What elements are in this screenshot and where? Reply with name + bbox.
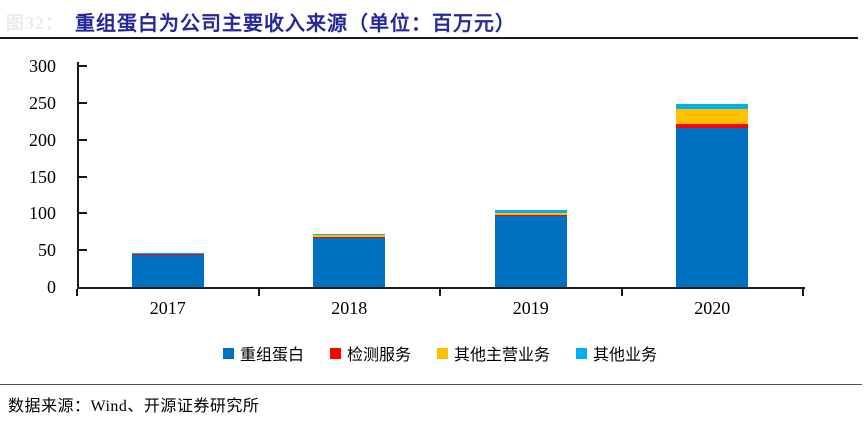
bar-segment [676,124,749,128]
bar-segment [676,127,749,287]
y-tick-mark [79,249,87,252]
y-tick-label: 100 [29,203,56,224]
title-divider [0,37,858,39]
y-tick-mark [79,65,87,67]
legend-swatch-icon [329,347,341,359]
legend-swatch-icon [437,347,448,359]
bar-segment [494,210,567,213]
legend-swatch-icon [576,347,588,359]
legend-item: 其他业务 [576,341,657,365]
x-category-label: 2020 [694,298,731,318]
legend-label: 重组蛋白 [239,347,304,364]
y-tick-label: 250 [29,92,56,113]
bar-segment [494,214,567,217]
x-category-label: 2017 [149,298,186,318]
y-tick-label: 300 [29,56,56,76]
y-tick-mark [79,138,87,141]
legend-item: 重组蛋白 [222,341,304,365]
x-axis-line [77,287,805,289]
bar-segment [313,233,386,236]
legend-label: 其他主营业务 [454,347,551,364]
chart-title: 重组蛋白为公司主要收入来源（单位：百万元） [75,13,516,35]
chart-legend: 重组蛋白 检测服务 其他主营业务 其他业务 [77,341,803,365]
legend-item: 检测服务 [329,341,411,365]
bar-segment [131,253,204,255]
y-tick-mark [79,212,87,215]
bar-segment [131,254,204,287]
bar-segment [676,109,749,125]
bar-segment [676,104,749,110]
source-divider [0,384,862,385]
bar-segment [313,237,386,287]
x-tick-mark [76,289,78,296]
y-tick-label: 0 [47,277,56,297]
y-tick-label: 50 [38,240,56,261]
legend-swatch-icon [222,347,234,359]
legend-label: 其他业务 [593,347,658,364]
bar-segment [494,212,567,215]
x-tick-mark [620,289,623,296]
legend-label: 检测服务 [346,347,411,364]
x-category-label: 2019 [512,298,549,318]
x-category-label: 2018 [331,298,368,318]
data-source-text: 数据来源：Wind、开源证券研究所 [8,398,260,415]
x-tick-mark [257,289,260,296]
y-tick-mark [79,175,87,178]
bar-segment [494,216,567,287]
legend-item: 其他主营业务 [437,341,550,365]
x-tick-mark [802,289,804,296]
y-tick-label: 150 [29,166,56,187]
y-tick-mark [79,101,87,104]
figure-number-faded: 图32： [6,13,64,33]
x-tick-mark [439,289,441,296]
y-tick-label: 200 [29,129,56,150]
y-axis-line [77,62,79,287]
bar-segment [313,235,386,238]
